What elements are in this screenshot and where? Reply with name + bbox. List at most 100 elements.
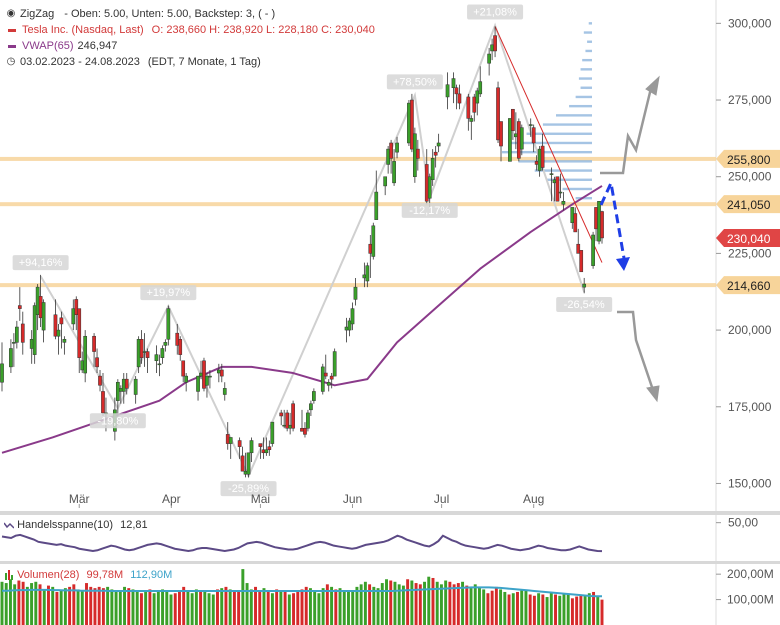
volume-bar xyxy=(477,586,481,625)
volume-bar xyxy=(596,597,600,625)
volume-bar xyxy=(118,590,122,625)
volume-bar xyxy=(570,598,574,625)
volume-bar xyxy=(13,584,17,625)
volume-bar xyxy=(80,590,84,625)
candle-body xyxy=(285,412,289,429)
price-level-band xyxy=(0,156,716,161)
x-tick-label: Jul xyxy=(434,492,449,506)
candle-body xyxy=(267,446,272,450)
candle-body xyxy=(101,391,105,414)
candle-body xyxy=(53,314,58,337)
volume-profile-bar xyxy=(518,160,592,163)
volume-bar xyxy=(216,589,219,625)
volume-bar xyxy=(355,586,359,625)
volume-bar xyxy=(165,591,169,625)
candle-body xyxy=(511,108,515,131)
volume-bar xyxy=(427,576,431,625)
volume-bar xyxy=(139,593,143,625)
y-tick-label: 300,000 xyxy=(728,16,772,30)
volume-bar xyxy=(499,589,503,625)
volume-bar xyxy=(410,580,414,625)
arrow-up-path xyxy=(600,83,654,175)
candle-body xyxy=(59,317,64,325)
candle-body xyxy=(312,391,316,401)
candle-body xyxy=(558,191,563,194)
candle-body xyxy=(17,305,22,309)
volume-bar xyxy=(486,593,490,625)
candle-body xyxy=(98,375,102,386)
volume-profile-bar xyxy=(583,31,592,34)
volume-bar xyxy=(283,591,287,625)
volume-bar xyxy=(439,584,443,625)
volume-bar xyxy=(220,588,224,625)
volume-bar xyxy=(123,586,127,625)
price-level-label: 255,800 xyxy=(727,153,771,167)
volume-bar xyxy=(270,593,274,625)
volume-bar xyxy=(101,588,105,625)
volume-bar xyxy=(545,597,549,625)
volume-bar xyxy=(25,586,29,625)
spread-tick-label: 50,00 xyxy=(728,516,758,530)
volume-bar xyxy=(254,586,257,625)
x-tick-label: Mai xyxy=(251,492,270,506)
candle-body xyxy=(508,118,512,162)
candle-body xyxy=(74,299,79,315)
volume-bar xyxy=(418,584,422,625)
candle-body xyxy=(594,207,598,230)
candle-body xyxy=(92,335,96,352)
volume-bar xyxy=(372,586,376,625)
instrument-name: Tesla Inc. (Nasdaq, Last) xyxy=(22,24,144,36)
volume-bar xyxy=(562,593,566,625)
candle-body xyxy=(249,440,254,454)
volume-bar xyxy=(575,596,579,625)
volume-profile xyxy=(502,22,592,200)
vwap-label: VWAP(65) xyxy=(22,40,74,52)
candle-body xyxy=(124,378,129,389)
volume-bar xyxy=(359,584,363,625)
candle-body xyxy=(225,434,230,444)
volume-profile-bar xyxy=(582,58,592,62)
candle-body xyxy=(9,348,13,368)
volume-bar xyxy=(199,590,203,625)
candle-body xyxy=(219,369,224,377)
volume-bar xyxy=(494,586,498,625)
volume-bar xyxy=(292,593,296,625)
zigzag-label-box xyxy=(140,285,197,301)
volume-value: 99,78M xyxy=(86,569,124,581)
eye-icon[interactable]: ◉ xyxy=(6,8,16,19)
candle-body xyxy=(246,452,251,475)
candle-body xyxy=(457,93,462,104)
volume-bar xyxy=(363,581,367,625)
zigzag-label-box xyxy=(89,413,146,429)
volume-profile-bar xyxy=(585,49,592,53)
volume-bar xyxy=(313,590,317,625)
y-tick-label: 175,000 xyxy=(728,400,772,414)
candle-body xyxy=(118,388,123,392)
candle-body xyxy=(199,372,203,377)
candle-body xyxy=(264,449,269,454)
candle-body xyxy=(139,339,144,358)
candle-body xyxy=(415,148,420,159)
arrow-down-head xyxy=(646,385,660,403)
candle-body xyxy=(35,286,40,315)
spread-label: Handelsspanne(10) xyxy=(17,519,114,531)
volume-bar xyxy=(106,586,110,625)
candle-body xyxy=(350,308,355,325)
indicator-name: ZigZag xyxy=(20,8,55,20)
volume-bar xyxy=(258,590,262,625)
trendline-line xyxy=(494,26,603,263)
zigzag-labels: +94,16% -19,80% +19,97% -25,89% +78,50% -12,1… xyxy=(12,4,613,497)
candle-body xyxy=(12,342,16,344)
volume-bar xyxy=(182,586,186,625)
volume-bar xyxy=(228,589,232,625)
legend-row-instrument: Tesla Inc. (Nasdaq, Last) O: 238,660 H: … xyxy=(6,22,375,38)
volume-bar xyxy=(600,599,604,625)
vwap-line xyxy=(1,185,603,454)
price-level-band xyxy=(0,202,716,207)
volume-legend: Volumen(28) 99,78M 112,90M xyxy=(4,569,172,581)
volume-profile-bar xyxy=(588,22,592,25)
volume-bar xyxy=(507,594,511,625)
candle-body xyxy=(493,35,497,52)
spread-value: 12,81 xyxy=(120,519,148,531)
volume-pane: 200,00M 100,00M xyxy=(0,567,774,625)
